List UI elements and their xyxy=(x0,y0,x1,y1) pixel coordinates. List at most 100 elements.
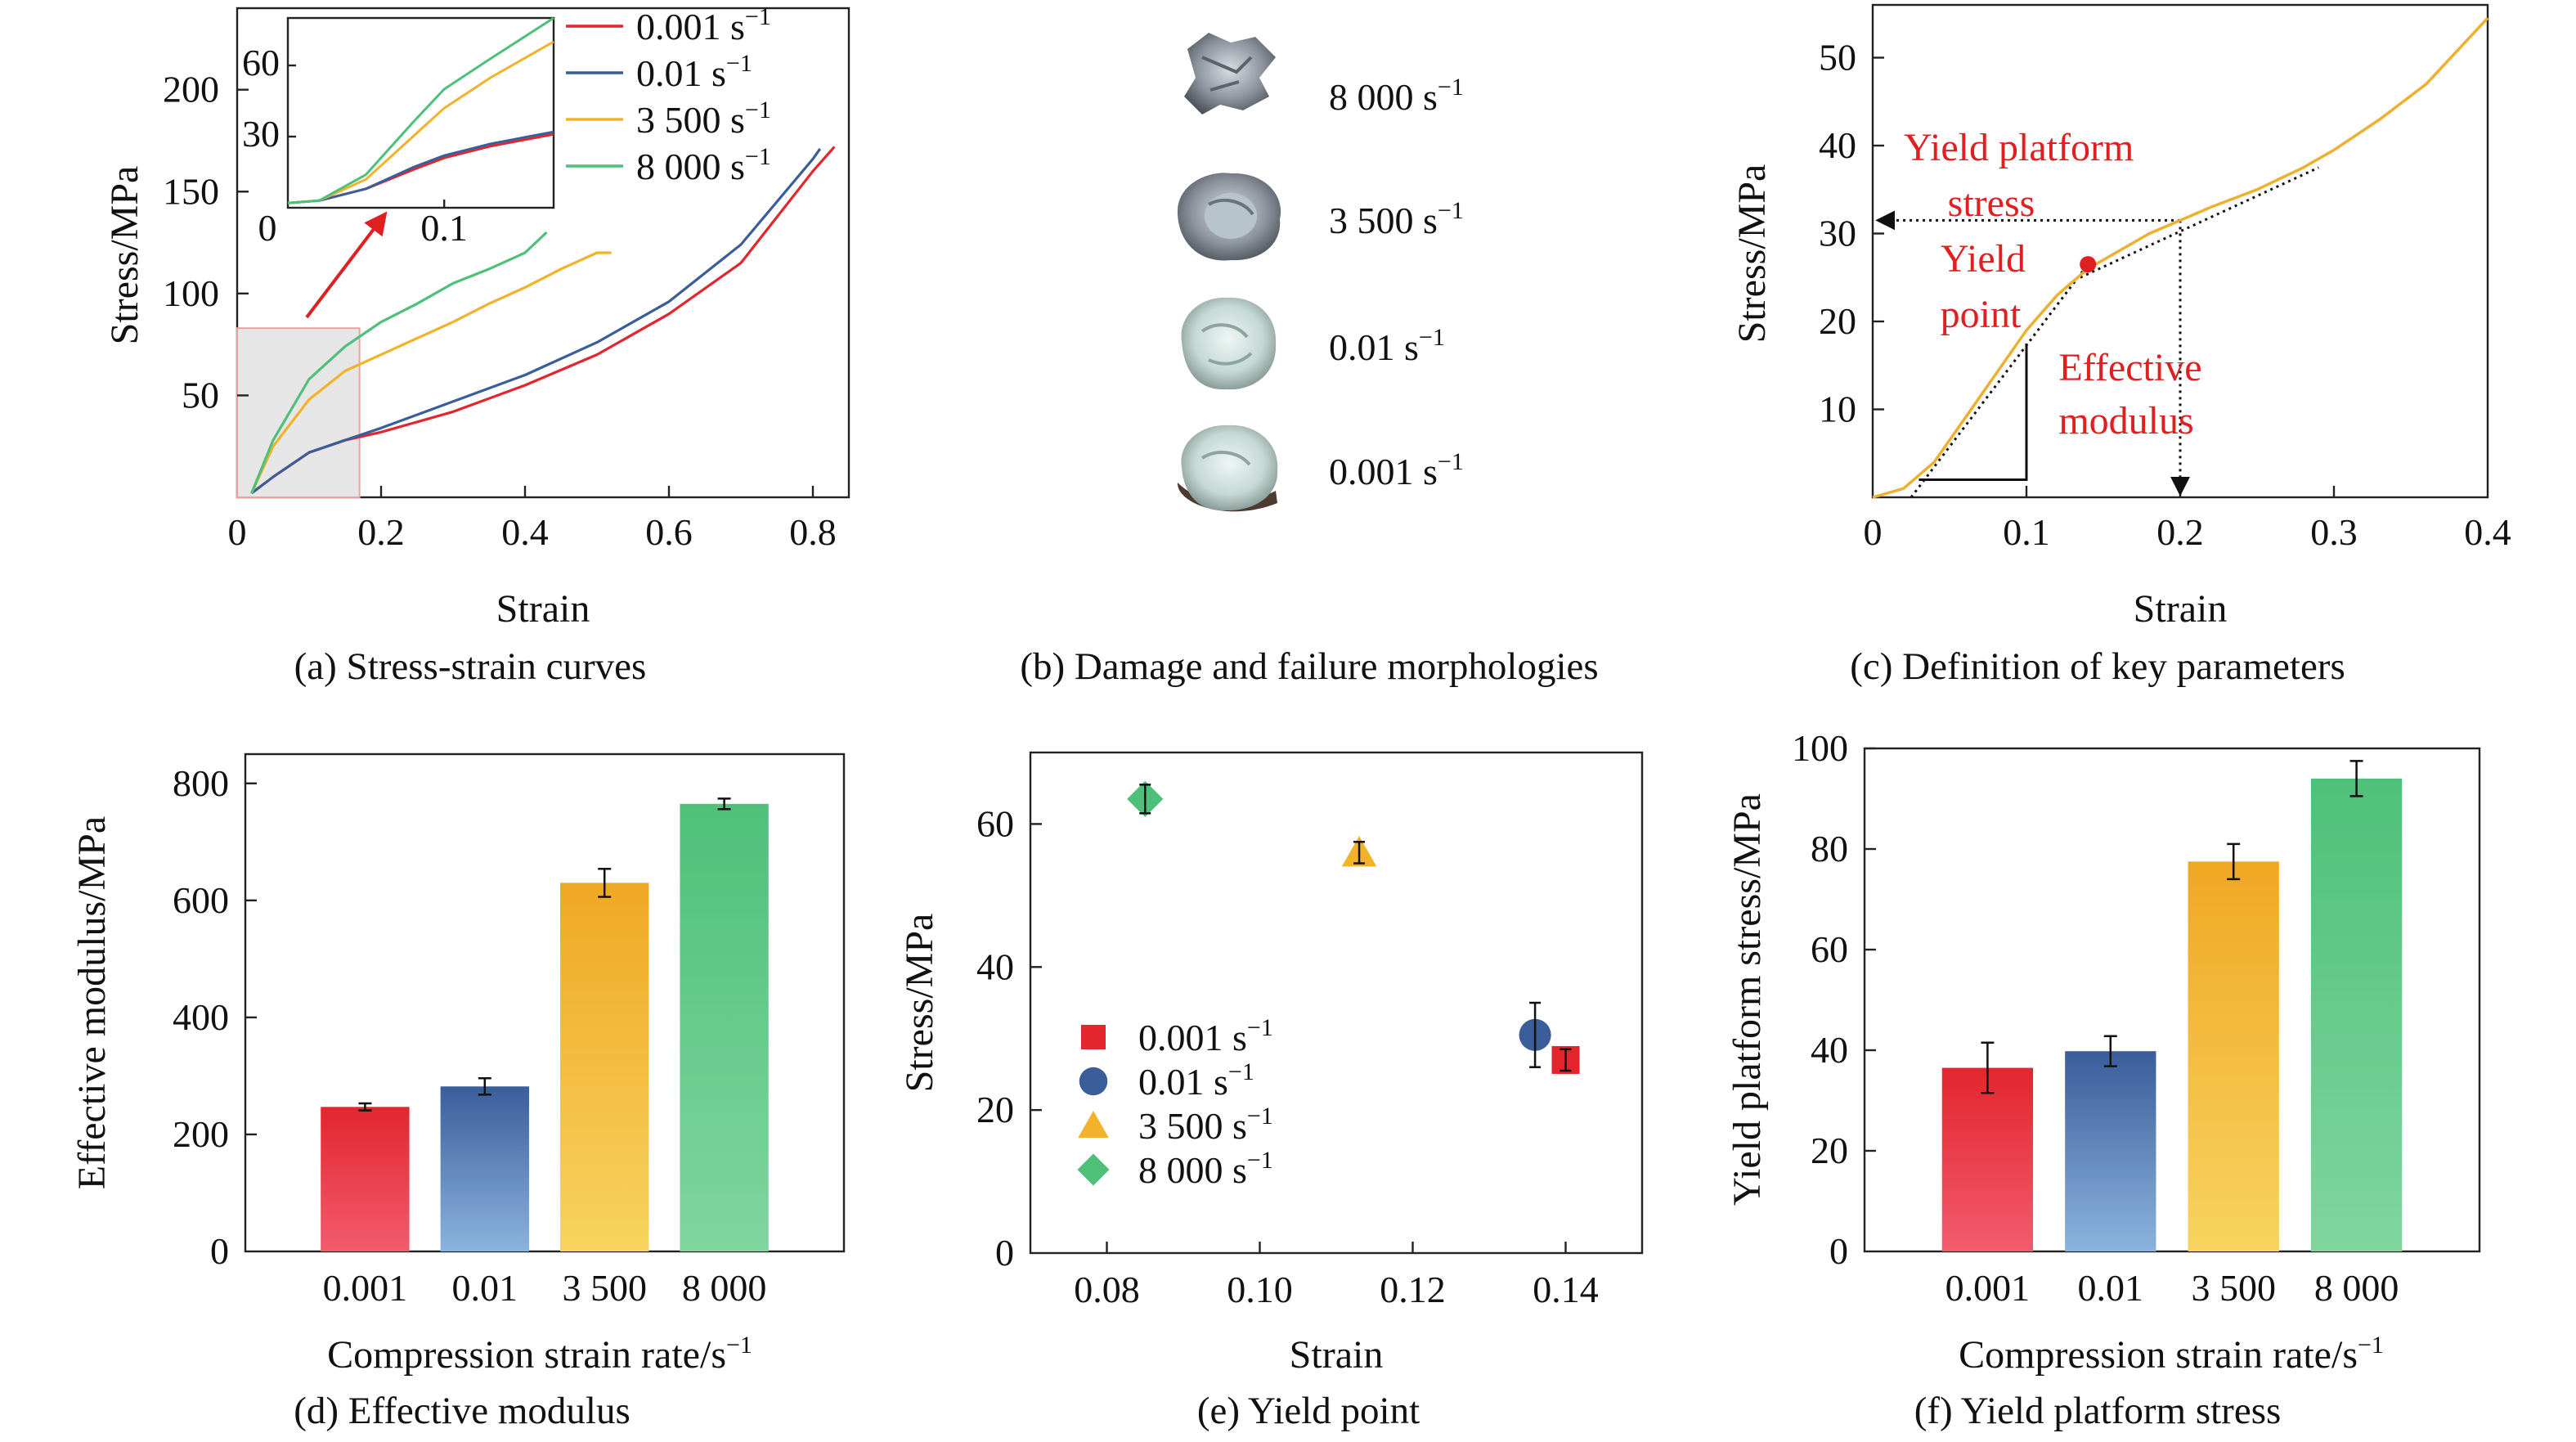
panel-c-curve xyxy=(1872,16,2489,499)
panel-c-key-parameters: 0 0.1 0.2 0.3 0.4 10 20 30 40 50 Yield platform s… xyxy=(1730,3,2511,688)
series-line-1 xyxy=(250,147,822,495)
panel-c-construction-lines xyxy=(1875,166,2319,498)
panel-b-caption: (b) Damage and failure morphologies xyxy=(1020,645,1598,688)
panel-d-ylabel: Effective modulus/MPa xyxy=(70,816,114,1189)
anno-modulus-2: modulus xyxy=(2058,399,2193,442)
panel-c-ylabel: Stress/MPa xyxy=(1730,164,1774,344)
panel-e-caption: (e) Yield point xyxy=(1197,1390,1420,1432)
bar-0 xyxy=(1941,1067,2034,1251)
panel-e-ticks: 0.08 0.10 0.12 0.14 0 20 40 60 xyxy=(976,802,1599,1310)
inset-x-label: 0 xyxy=(258,207,277,249)
panel-e-ylabel: Stress/MPa xyxy=(898,914,941,1093)
panel-d-xlabel: Compression strain rate/s−1 xyxy=(327,1332,752,1377)
bar-3 xyxy=(2310,778,2403,1251)
morphology-label-0: 8 000 s−1 xyxy=(1329,74,1464,118)
bar-1 xyxy=(440,1086,529,1251)
legend-marker-2 xyxy=(1078,1111,1109,1138)
panel-e-legend: 0.001 s−10.01 s−13 500 s−18 000 s−1 xyxy=(1077,1014,1273,1191)
legend-label-1: 0.01 s−1 xyxy=(636,50,752,94)
bar-1 xyxy=(2065,1051,2156,1251)
panel-a-xlabel: Strain xyxy=(496,587,590,631)
zoom-region-box xyxy=(236,327,361,499)
panel-e-frame xyxy=(1029,751,1644,1255)
panel-c-caption: (c) Definition of key parameters xyxy=(1850,645,2345,688)
specimen-photo-0001 xyxy=(1177,425,1278,512)
panel-f-bars xyxy=(1941,760,2403,1251)
panel-c-ticks: 0 0.1 0.2 0.3 0.4 10 20 30 40 50 xyxy=(1819,37,2511,554)
legend-label-2: 3 500 s−1 xyxy=(1138,1103,1273,1147)
category-label-2: 3 500 xyxy=(2191,1267,2276,1309)
legend-label-0: 0.001 s−1 xyxy=(636,3,771,47)
y-tick-label: 200 xyxy=(173,1113,229,1155)
bar-3 xyxy=(680,803,769,1251)
panel-b-rate-labels: 8 000 s−1 3 500 s−1 0.01 s−1 0.001 s−1 xyxy=(1329,74,1464,492)
panel-f-frame xyxy=(1863,747,2481,1253)
inset-ticks: 0 0.1 30 60 xyxy=(242,42,468,249)
x-tick-label: 0.2 xyxy=(357,511,405,553)
bar-2 xyxy=(560,883,649,1251)
inset-series-2 xyxy=(287,40,554,204)
x-tick-label: 0.08 xyxy=(1074,1269,1140,1310)
yield-point-marker xyxy=(2080,256,2097,273)
panel-a-ylabel: Stress/MPa xyxy=(103,166,146,345)
panel-f-xlabel: Compression strain rate/s−1 xyxy=(1959,1332,2384,1377)
y-tick-label: 60 xyxy=(1811,928,1848,970)
x-tick-label: 0 xyxy=(1864,511,1883,553)
y-tick-label: 0 xyxy=(995,1232,1014,1274)
category-label-0: 0.001 xyxy=(1945,1267,2031,1309)
y-tick-label: 20 xyxy=(1819,300,1856,342)
panel-a-frame xyxy=(236,7,850,499)
legend-label-2: 3 500 s−1 xyxy=(636,97,771,141)
category-label-0: 0.001 xyxy=(323,1267,408,1309)
zoom-arrow xyxy=(305,211,388,319)
y-tick-label: 20 xyxy=(976,1089,1014,1130)
category-label-1: 0.01 xyxy=(2078,1267,2144,1309)
category-label-3: 8 000 xyxy=(682,1267,767,1309)
inset-series-0 xyxy=(287,133,554,204)
y-tick-label: 800 xyxy=(173,762,229,804)
panel-a-legend: 0.001 s−10.01 s−13 500 s−18 000 s−1 xyxy=(566,3,771,187)
modulus-tangent-line xyxy=(1910,263,2089,498)
series-line-2 xyxy=(250,251,612,494)
y-tick-label: 40 xyxy=(976,946,1014,987)
x-tick-label: 0.3 xyxy=(2310,511,2358,553)
panel-d-frame xyxy=(244,752,846,1253)
modulus-triangle xyxy=(1919,343,2028,481)
y-tick-label: 100 xyxy=(163,272,219,314)
bar-0 xyxy=(321,1107,410,1251)
panel-a-caption: (a) Stress-strain curves xyxy=(294,645,647,688)
x-tick-label: 0.4 xyxy=(2464,511,2511,553)
y-tick-label: 150 xyxy=(163,170,219,212)
panel-c-xlabel: Strain xyxy=(2134,587,2228,631)
specimen-photo-3500 xyxy=(1177,173,1281,261)
x-tick-label: 0.1 xyxy=(2003,511,2050,553)
anno-yield-platform-1: Yield platform xyxy=(1904,126,2134,169)
y-tick-label: 600 xyxy=(173,879,229,921)
inset-y-label: 60 xyxy=(242,42,280,83)
specimen-photo-001 xyxy=(1181,297,1277,390)
y-tick-label: 60 xyxy=(976,802,1014,844)
panel-d-caption: (d) Effective modulus xyxy=(294,1390,631,1432)
panel-e-points xyxy=(1127,780,1580,1074)
platform-tangent-line xyxy=(2080,166,2319,279)
x-tick-label: 0.14 xyxy=(1533,1269,1599,1310)
panel-d-ticks: 0 200 400 600 800 0.001 0.01 3 500 8 000 xyxy=(173,762,766,1309)
y-tick-label: 40 xyxy=(1819,124,1856,166)
panel-f-ticks: 0 20 40 60 80 100 0.001 0.01 3 500 8 000 xyxy=(1792,727,2399,1309)
panel-f-caption: (f) Yield platform stress xyxy=(1914,1390,2282,1432)
panel-d-bars xyxy=(321,797,769,1251)
bar-2 xyxy=(2188,861,2279,1251)
panel-f-ylabel: Yield platform stress/MPa xyxy=(1726,793,1769,1206)
panel-b-morphologies: 8 000 s−1 3 500 s−1 0.01 s−1 0.001 s−1 (b) … xyxy=(1020,33,1599,688)
anno-yield-2: point xyxy=(1941,293,2022,336)
y-tick-label: 40 xyxy=(1811,1029,1848,1071)
x-tick-label: 0.8 xyxy=(789,511,837,553)
legend-marker-1 xyxy=(1079,1067,1108,1096)
specimen-photo-8000 xyxy=(1184,33,1276,115)
legend-label-1: 0.01 s−1 xyxy=(1138,1058,1254,1103)
x-tick-label: 0.12 xyxy=(1380,1269,1446,1310)
y-tick-label: 100 xyxy=(1792,727,1848,769)
panel-f-yield-platform-stress: 0 20 40 60 80 100 0.001 0.01 3 500 8 000 Compress… xyxy=(1726,727,2481,1432)
y-tick-label: 0 xyxy=(210,1230,229,1272)
legend-marker-0 xyxy=(1081,1025,1106,1049)
